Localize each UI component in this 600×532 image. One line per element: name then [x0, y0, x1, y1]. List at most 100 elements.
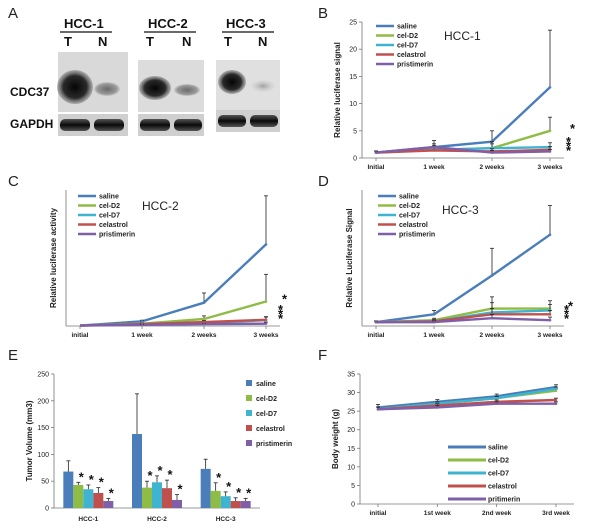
significance-star: * — [278, 307, 284, 322]
y-tick-label: 250 — [37, 372, 49, 379]
lane-label-n: N — [258, 34, 267, 49]
y-tick-label: 15 — [347, 446, 355, 453]
panel-letter-c: C — [8, 173, 19, 190]
series-line-pristimerin — [376, 317, 551, 324]
x-tick-label: Initial — [368, 164, 385, 171]
legend-label: celastrol — [99, 222, 128, 229]
y-tick-label: 25 — [349, 20, 357, 27]
band-cdc37-hcc3-t — [218, 70, 246, 94]
data-point — [374, 151, 378, 154]
legend-label: pristimerin — [397, 62, 433, 69]
chart-e: 0 50 100 150 200 250 Tumor Volume (mm3) HCC-1 * *… — [25, 372, 292, 524]
data-point — [436, 406, 439, 409]
data-point — [554, 387, 558, 391]
band-gapdh-hcc1-n — [94, 119, 124, 131]
significance-star: * — [278, 302, 284, 317]
x-tick-label: 2nd week — [482, 510, 512, 517]
legend-label: celastrol — [488, 484, 517, 491]
x-tick-label: 1 week — [423, 332, 445, 339]
data-point — [554, 398, 558, 402]
y-tick-label: 10 — [347, 464, 355, 471]
y-tick-label: 15 — [349, 74, 357, 81]
significance-star: * — [246, 485, 252, 500]
protein-label-gapdh: GAPDH — [10, 117, 53, 131]
legend-label: celastrol — [397, 52, 426, 59]
legend-label: pristimerin — [99, 232, 135, 239]
legend-label: pristimerin — [256, 441, 292, 448]
data-point — [264, 318, 268, 322]
lane-label-n: N — [98, 34, 107, 49]
data-point — [495, 396, 498, 400]
legend-swatch — [246, 410, 252, 416]
protein-label-cdc37: CDC37 — [10, 85, 50, 99]
data-point — [264, 322, 268, 325]
chart-title: HCC-1 — [444, 29, 481, 43]
bar-pristimerin — [103, 501, 114, 508]
bar-pristimerin — [172, 499, 182, 508]
data-point — [548, 313, 552, 316]
band-cdc37-hcc2-n — [174, 84, 200, 96]
legend-label: cel-D7 — [99, 213, 120, 220]
legend-label: cel-D2 — [488, 458, 509, 465]
bar-cel-D7 — [152, 482, 162, 508]
significance-star: * — [282, 292, 288, 307]
y-tick-label: 150 — [37, 425, 49, 432]
data-point — [202, 322, 206, 326]
chart-title: HCC-3 — [442, 203, 479, 217]
panel-letter-d: D — [318, 173, 329, 190]
band-gapdh-hcc2-n — [174, 119, 202, 131]
y-axis-title: Tumor Volume (mm3) — [25, 400, 34, 481]
legend-swatch — [246, 440, 252, 446]
series-line-saline — [377, 385, 557, 409]
x-tick-label: HCC-1 — [78, 516, 98, 523]
bar-celastrol — [93, 492, 104, 508]
y-axis-title: Relative luciferase signal — [333, 42, 342, 138]
y-tick-label: 10 — [349, 101, 357, 108]
bar-cel-D2 — [142, 487, 152, 508]
series-line-saline — [375, 233, 551, 324]
bar-saline — [63, 471, 74, 508]
data-point — [554, 402, 558, 406]
band-gapdh-hcc2-t — [140, 119, 170, 131]
bar-pristimerin — [240, 501, 251, 508]
x-tick-label: initial — [72, 332, 89, 339]
panel-letter-b: B — [318, 5, 328, 22]
legend-label: cel-D7 — [256, 411, 277, 418]
data-point — [140, 323, 144, 327]
band-gapdh-hcc1-t — [60, 119, 90, 131]
bar-cel-D7 — [220, 496, 231, 508]
bar-cel-D2 — [210, 490, 221, 508]
chart-title: HCC-2 — [142, 199, 179, 213]
legend-label: cel-D2 — [397, 33, 418, 40]
legend-label: pristimerin — [399, 232, 435, 239]
y-tick-label: 5 — [351, 483, 355, 490]
legend-label: saline — [256, 381, 276, 388]
x-tick-label: initial — [370, 510, 387, 517]
series-line-pristimerin — [79, 322, 267, 327]
x-tick-label: HCC-3 — [216, 516, 236, 523]
significance-star: * — [226, 479, 232, 494]
significance-star: * — [566, 134, 572, 149]
y-tick-label: 20 — [347, 427, 355, 434]
legend-label: saline — [397, 24, 417, 31]
data-point — [432, 149, 436, 152]
legend-swatch — [246, 380, 252, 386]
significance-star: * — [236, 485, 242, 500]
band-gapdh-hcc3-n — [250, 115, 278, 127]
significance-star: * — [89, 472, 95, 487]
significance-star: * — [167, 467, 173, 482]
y-axis-title: Body weight (g) — [331, 409, 340, 469]
lane-label-t: T — [224, 34, 232, 49]
legend-label: saline — [488, 445, 508, 452]
band-cdc37-hcc2-t — [139, 76, 171, 100]
data-point — [264, 300, 268, 303]
significance-star: * — [157, 463, 163, 478]
bar-saline — [200, 468, 211, 508]
y-tick-label: 20 — [349, 47, 357, 54]
significance-star: * — [564, 307, 570, 322]
data-point — [264, 243, 268, 246]
legend-label: celastrol — [256, 426, 285, 433]
series-line-saline — [79, 243, 267, 327]
panel-letter-f: F — [318, 347, 327, 364]
